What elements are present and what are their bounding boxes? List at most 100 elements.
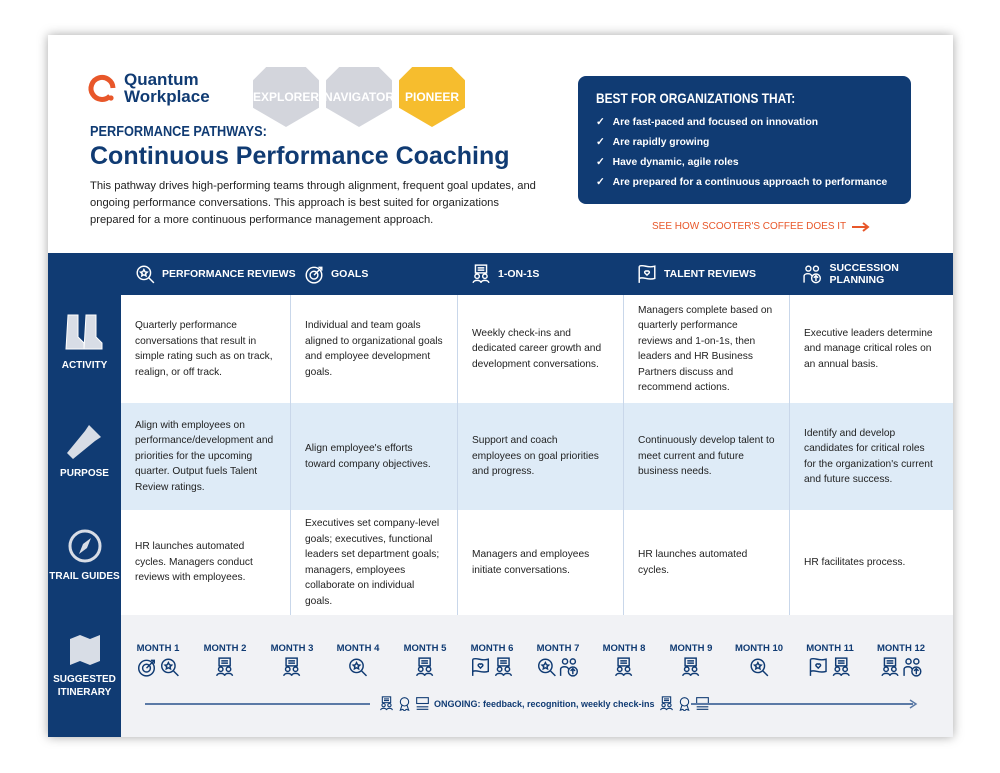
badge-pioneer: PIONEER: [399, 67, 465, 127]
column-header-review: PERFORMANCE REVIEWS: [135, 253, 296, 295]
row-label-1: PURPOSE: [48, 421, 121, 480]
cell-text: Align employee's efforts toward company …: [305, 443, 431, 470]
itinerary-month: MONTH 1: [137, 643, 180, 677]
oneonone-icon: [659, 696, 673, 711]
ongoing-note: ONGOING: feedback, recognition, weekly c…: [379, 696, 710, 711]
cell-text: Continuously develop talent to meet curr…: [638, 435, 775, 478]
best-for-text: Are fast-paced and focused on innovation: [612, 117, 819, 128]
timeline-line: [145, 703, 370, 705]
goals-icon: [305, 266, 323, 284]
best-for-text: Are prepared for a continuous approach t…: [612, 177, 888, 188]
row-label-text: TRAIL GUIDES: [49, 571, 120, 582]
goals-icon: [138, 659, 155, 677]
column-header-succession: SUCCESSION PLANNING: [803, 253, 953, 295]
itinerary-month: MONTH 4: [336, 643, 380, 677]
checkmark-icon: ✓: [596, 117, 605, 128]
quantum-workplace-logo: Quantum Workplace: [86, 71, 210, 105]
best-for-item: ✓ Are rapidly growing: [596, 133, 893, 153]
itinerary-month: MONTH 8: [602, 643, 646, 677]
row-label-text: PURPOSE: [60, 468, 109, 479]
best-for-item: ✓ Have dynamic, agile roles: [596, 153, 893, 173]
table-cell: Individual and team goals aligned to org…: [290, 295, 457, 403]
page-title: Continuous Performance Coaching: [90, 142, 510, 170]
flashlight-icon: [66, 425, 101, 459]
table-row: HR launches automated cycles. Managers c…: [121, 510, 953, 615]
itinerary-month: MONTH 11: [806, 643, 854, 677]
checkmark-icon: ✓: [596, 137, 605, 148]
ongoing-label: ONGOING: feedback, recognition, weekly c…: [434, 698, 655, 709]
talent-icon: [809, 657, 827, 676]
case-study-link[interactable]: SEE HOW SCOOTER'S COFFEE DOES IT: [652, 221, 870, 232]
month-label: MONTH 12: [876, 643, 926, 654]
cell-text: Identify and develop candidates for crit…: [804, 427, 933, 486]
column-header-goals: GOALS: [304, 253, 368, 295]
compass-icon: [68, 529, 101, 563]
column-header-label: PERFORMANCE REVIEWS: [162, 268, 296, 280]
itinerary-month: MONTH 7: [537, 643, 580, 677]
oneonone-icon: [283, 657, 301, 677]
table-cell: HR launches automated cycles.: [623, 510, 789, 615]
row-label-text: ACTIVITY: [61, 360, 108, 371]
succession-icon: [803, 265, 821, 284]
talent-icon: [472, 657, 489, 676]
case-study-link-label[interactable]: SEE HOW SCOOTER'S COFFEE DOES IT: [652, 221, 847, 232]
month-label: MONTH 10: [734, 643, 784, 654]
row-label-text: SUGGESTED ITINERARY: [53, 674, 116, 698]
cell-text: HR facilitates process.: [804, 556, 906, 568]
oneonone-icon: [416, 657, 434, 677]
table-cell: Executives set company-level goals; exec…: [290, 510, 457, 615]
month-label: MONTH 7: [536, 643, 580, 654]
pathway-badges: EXPLORER NAVIGATOR PIONEER: [253, 67, 465, 127]
month-label: MONTH 8: [602, 643, 646, 654]
month-label: MONTH 5: [403, 643, 447, 654]
suggested-itinerary: ONGOING: feedback, recognition, weekly c…: [121, 615, 953, 737]
itinerary-month: MONTH 6: [471, 643, 514, 677]
team-icon: [416, 697, 429, 710]
table-cell: Align with employees on performance/deve…: [121, 403, 290, 510]
table-cell: Managers and employees initiate conversa…: [457, 510, 623, 615]
oneonone-icon: [495, 657, 512, 677]
cell-text: Align with employees on performance/deve…: [135, 419, 274, 493]
best-for-heading: BEST FOR ORGANIZATIONS THAT:: [596, 90, 796, 106]
arrow-head-icon: [909, 699, 918, 709]
review-icon: [538, 658, 556, 677]
month-label: MONTH 1: [136, 643, 180, 654]
best-for-text: Are rapidly growing: [612, 137, 710, 148]
table-row: Quarterly performance conversations that…: [121, 295, 953, 403]
row-label-itinerary: SUGGESTED ITINERARY: [48, 633, 121, 699]
best-for-item: ✓ Are prepared for a continuous approach …: [596, 173, 893, 193]
oneonone-icon: [615, 657, 633, 677]
oneonone-icon: [832, 657, 850, 677]
cell-text: Support and coach employees on goal prio…: [472, 435, 599, 478]
map-icon: [69, 635, 100, 665]
column-header-label: 1-ON-1S: [498, 268, 540, 280]
logo-icon: [88, 74, 116, 102]
cell-text: HR launches automated cycles. Managers c…: [135, 541, 253, 584]
intro-text: This pathway drives high-performing team…: [90, 180, 536, 226]
review-icon: [750, 658, 769, 677]
recognition-icon: [399, 697, 410, 711]
column-header-band: PERFORMANCE REVIEWS GOALS 1-ON-1S TALENT RE…: [48, 253, 953, 295]
logo-line2: Workplace: [124, 87, 210, 106]
table-cell: Managers complete based on quarterly per…: [623, 295, 789, 403]
best-for-box: BEST FOR ORGANIZATIONS THAT: ✓ Are fast-p…: [578, 76, 911, 204]
table-cell: Support and coach employees on goal prio…: [457, 403, 623, 510]
itinerary-month: MONTH 3: [271, 643, 313, 677]
month-label: MONTH 4: [336, 643, 380, 654]
boots-icon: [64, 314, 102, 350]
table-cell: Align employee's efforts toward company …: [290, 403, 457, 510]
badge-label: NAVIGATOR: [324, 90, 395, 104]
itinerary-month: MONTH 12: [877, 643, 925, 677]
logo-line1: Quantum: [124, 70, 199, 89]
cell-text: HR launches automated cycles.: [638, 549, 748, 576]
column-header-label: TALENT REVIEWS: [664, 268, 756, 280]
oneonone-icon: [472, 264, 490, 284]
itinerary-month: MONTH 10: [735, 643, 783, 677]
review-icon: [349, 658, 368, 677]
table-cell: HR launches automated cycles. Managers c…: [121, 510, 290, 615]
month-label: MONTH 11: [806, 643, 854, 654]
oneonone-icon: [216, 657, 234, 677]
cell-text: Managers complete based on quarterly per…: [638, 304, 773, 394]
oneonone-icon: [880, 657, 898, 677]
cell-text: Quarterly performance conversations that…: [135, 320, 273, 378]
